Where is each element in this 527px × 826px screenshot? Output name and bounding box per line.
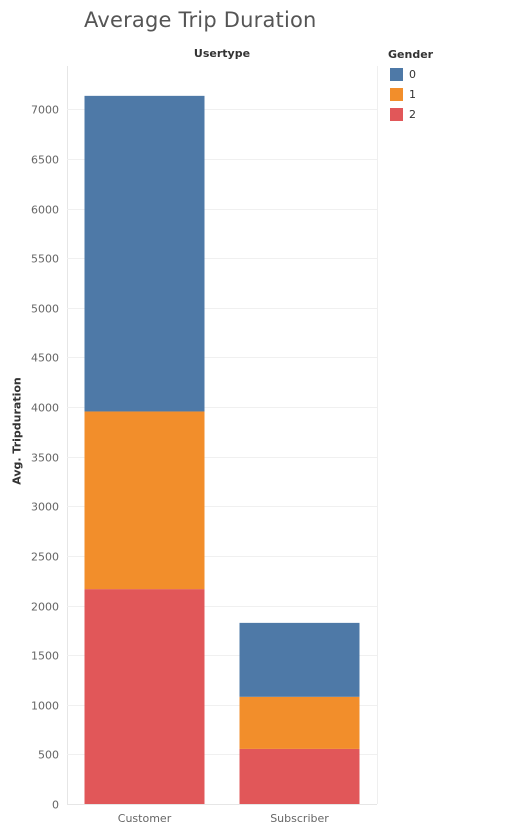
- legend-items: 0 1 2: [388, 64, 433, 124]
- bar-segment-subscriber-gender-1[interactable]: [239, 696, 360, 749]
- legend-item-0[interactable]: 0: [388, 64, 433, 84]
- y-tick-label: 7000: [31, 104, 59, 117]
- y-tick-label: 4500: [31, 352, 59, 365]
- bar-segment-subscriber-gender-2[interactable]: [239, 748, 360, 804]
- legend-label: 0: [409, 67, 416, 81]
- bar-segment-customer-gender-1[interactable]: [84, 411, 205, 590]
- y-tick-label: 5500: [31, 253, 59, 266]
- legend-swatch: [390, 87, 403, 101]
- y-tick-label: 4000: [31, 402, 59, 415]
- y-tick-label: 1000: [31, 700, 59, 713]
- y-tick-label: 1500: [31, 650, 59, 663]
- legend-label: 2: [409, 107, 416, 121]
- y-tick-label: 0: [52, 799, 59, 812]
- y-tick-label: 6500: [31, 154, 59, 167]
- y-tick-label: 500: [38, 749, 59, 762]
- chart-title: Average Trip Duration: [84, 8, 317, 32]
- legend-swatch: [390, 107, 403, 121]
- x-tick-label: Customer: [118, 812, 172, 825]
- column-header: Usertype: [193, 47, 251, 60]
- y-tick-label: 2500: [31, 551, 59, 564]
- bar-segment-customer-gender-2[interactable]: [84, 589, 205, 804]
- bar-segment-customer-gender-0[interactable]: [84, 95, 205, 412]
- y-tick-label: 3500: [31, 452, 59, 465]
- bar-segment-subscriber-gender-0[interactable]: [239, 622, 360, 697]
- legend-swatch: [390, 67, 403, 81]
- legend-item-1[interactable]: 1: [388, 84, 433, 104]
- x-tick-label: Subscriber: [270, 812, 329, 825]
- legend: Gender 0 1 2: [388, 48, 433, 124]
- y-tick-label: 3000: [31, 501, 59, 514]
- legend-label: 1: [409, 87, 416, 101]
- legend-item-2[interactable]: 2: [388, 104, 433, 124]
- y-tick-label: 5000: [31, 303, 59, 316]
- legend-title: Gender: [388, 48, 434, 61]
- y-tick-label: 6000: [31, 204, 59, 217]
- y-tick-label: 2000: [31, 601, 59, 614]
